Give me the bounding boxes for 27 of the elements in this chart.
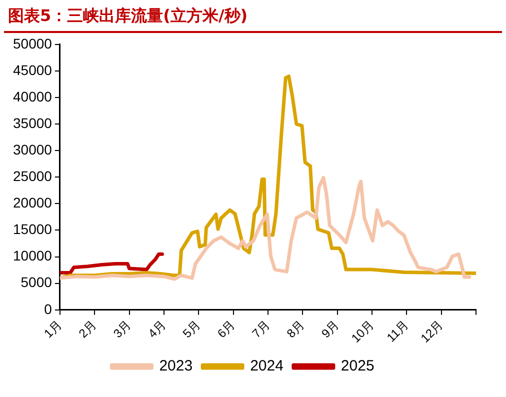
y-tick-label: 35000 bbox=[12, 114, 52, 131]
x-tick-label: 11月 bbox=[384, 318, 412, 345]
y-tick-label: 25000 bbox=[12, 168, 52, 184]
y-tick-label: 15000 bbox=[12, 221, 52, 238]
x-tick-label: 12月 bbox=[418, 318, 446, 346]
y-tick-label: 45000 bbox=[12, 62, 52, 78]
y-tick-label: 30000 bbox=[12, 141, 52, 158]
legend-label: 2023 bbox=[159, 358, 193, 375]
x-tick-label: 8月 bbox=[284, 318, 308, 341]
y-tick-label: 10000 bbox=[12, 248, 52, 264]
y-tick-label: 0 bbox=[44, 300, 52, 317]
x-tick-label: 1月 bbox=[41, 318, 64, 341]
x-tick-label: 10月 bbox=[348, 318, 376, 346]
y-tick-label: 20000 bbox=[12, 194, 52, 211]
y-tick-label: 5000 bbox=[20, 274, 52, 290]
x-tick-label: 7月 bbox=[249, 318, 272, 341]
chart-title: 图表5：三峡出库流量(立方米/秒) bbox=[4, 0, 502, 33]
legend-label: 2025 bbox=[340, 358, 374, 375]
x-tick-label: 6月 bbox=[214, 318, 238, 341]
y-tick-label: 50000 bbox=[12, 35, 52, 52]
legend-label: 2024 bbox=[250, 358, 284, 375]
x-tick-label: 9月 bbox=[318, 318, 342, 341]
x-tick-label: 5月 bbox=[180, 318, 204, 341]
x-tick-label: 3月 bbox=[110, 318, 134, 341]
x-tick-label: 4月 bbox=[145, 318, 168, 341]
x-tick-label: 2月 bbox=[76, 318, 100, 341]
y-tick-label: 40000 bbox=[12, 88, 52, 104]
